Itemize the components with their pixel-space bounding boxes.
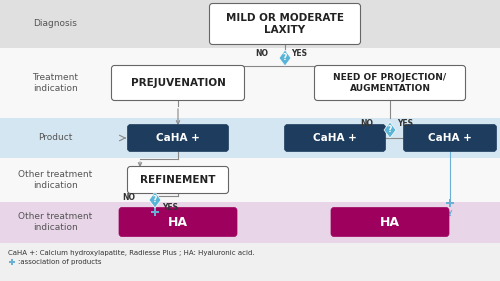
- Text: :association of products: :association of products: [18, 259, 102, 265]
- Text: ?: ?: [283, 53, 287, 62]
- Polygon shape: [384, 122, 396, 138]
- Text: NO: NO: [360, 119, 373, 128]
- Polygon shape: [149, 192, 161, 208]
- Text: PREJUVENATION: PREJUVENATION: [130, 78, 226, 88]
- Text: HA: HA: [168, 216, 188, 228]
- FancyBboxPatch shape: [128, 124, 228, 151]
- Text: Product: Product: [38, 133, 72, 142]
- Bar: [0, 262, 500, 281]
- Text: NO: NO: [255, 49, 268, 58]
- FancyBboxPatch shape: [119, 207, 237, 237]
- Text: REFINEMENT: REFINEMENT: [140, 175, 216, 185]
- Polygon shape: [279, 50, 291, 66]
- FancyBboxPatch shape: [284, 124, 386, 151]
- Text: Other treatment
indication: Other treatment indication: [18, 170, 92, 190]
- Bar: [9, 261, 15, 263]
- FancyBboxPatch shape: [210, 3, 360, 44]
- Text: YES: YES: [162, 203, 178, 212]
- FancyBboxPatch shape: [331, 207, 449, 237]
- Bar: [0, 243, 500, 262]
- Text: HA: HA: [380, 216, 400, 228]
- Bar: [0, 118, 500, 158]
- Text: NEED OF PROJECTION/
AUGMENTATION: NEED OF PROJECTION/ AUGMENTATION: [334, 73, 446, 93]
- Bar: [0, 48, 500, 118]
- Bar: [0, 0, 500, 48]
- FancyBboxPatch shape: [314, 65, 466, 101]
- Text: YES: YES: [397, 119, 413, 128]
- Bar: [0, 202, 500, 243]
- Text: MILD OR MODERATE
LAXITY: MILD OR MODERATE LAXITY: [226, 13, 344, 35]
- Text: Treatment
indication: Treatment indication: [32, 73, 78, 93]
- FancyBboxPatch shape: [112, 65, 244, 101]
- Text: Other treatment
indication: Other treatment indication: [18, 212, 92, 232]
- Bar: [0, 158, 500, 202]
- Bar: [449, 199, 451, 207]
- Bar: [446, 202, 454, 204]
- Text: NO: NO: [122, 194, 135, 203]
- Bar: [11, 259, 13, 265]
- FancyBboxPatch shape: [128, 167, 228, 194]
- Text: CaHA +: CaHA +: [156, 133, 200, 143]
- Bar: [154, 208, 156, 216]
- Text: CaHA +: CaHA +: [428, 133, 472, 143]
- Text: ?: ?: [153, 196, 157, 205]
- Bar: [151, 211, 159, 213]
- Text: YES: YES: [291, 49, 307, 58]
- Text: CaHA +: Calcium hydroxylapatite, Radiesse Plus ; HA: Hyaluronic acid.: CaHA +: Calcium hydroxylapatite, Radiess…: [8, 250, 254, 256]
- Text: Diagnosis: Diagnosis: [33, 19, 77, 28]
- Text: CaHA +: CaHA +: [313, 133, 357, 143]
- FancyBboxPatch shape: [404, 124, 496, 151]
- Text: ?: ?: [388, 126, 392, 135]
